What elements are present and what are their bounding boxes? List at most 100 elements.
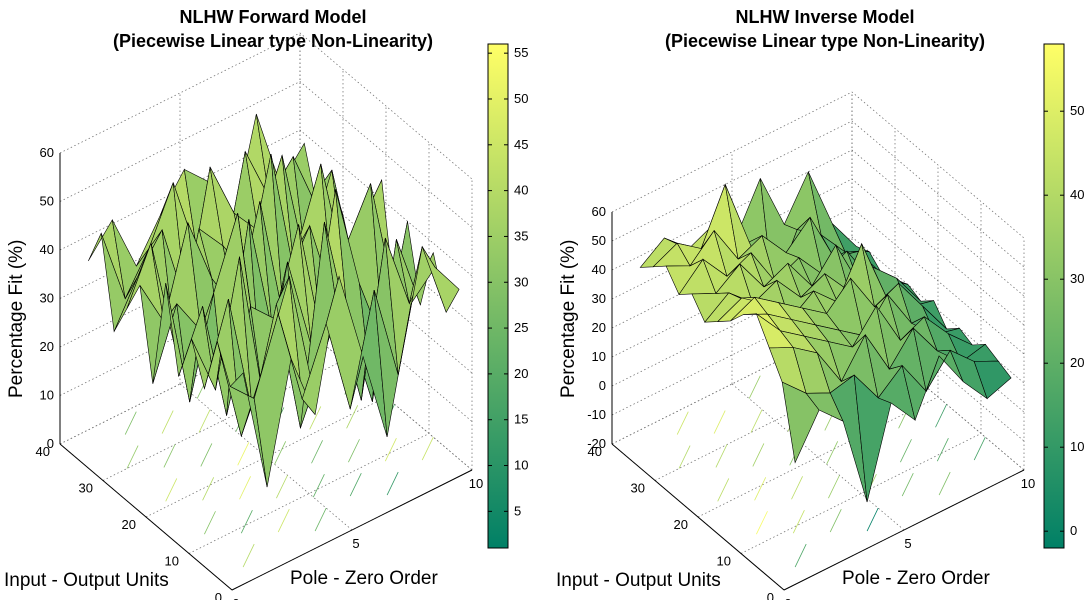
contour-line bbox=[715, 444, 728, 468]
inverse-model-panel: NLHW Inverse Model (Piecewise Linear typ… bbox=[552, 0, 1092, 600]
gridline bbox=[611, 149, 1025, 297]
contour-line bbox=[237, 442, 250, 466]
surface bbox=[639, 170, 1012, 503]
colorbar-tick-label: 50 bbox=[514, 91, 528, 106]
contour-line bbox=[938, 471, 951, 496]
forward-xaxis-label: Pole - Zero Order bbox=[290, 568, 438, 589]
z-tick-label: 30 bbox=[40, 291, 54, 306]
z-tick-label: 40 bbox=[592, 262, 606, 277]
contour-line bbox=[421, 436, 434, 461]
contour-line bbox=[936, 438, 949, 462]
contour-line bbox=[384, 438, 397, 462]
colorbar-tick-label: 20 bbox=[514, 366, 528, 381]
contour-line bbox=[973, 436, 986, 461]
contour-line bbox=[349, 472, 362, 497]
inverse-title-line2: (Piecewise Linear type Non-Linearity) bbox=[664, 31, 986, 51]
contour-line bbox=[756, 511, 768, 535]
contour-line bbox=[866, 507, 879, 532]
x-tick-label: 10 bbox=[1021, 476, 1035, 491]
colorbar: 0 10 20 30 40 50 bbox=[1043, 43, 1084, 549]
gridline bbox=[59, 81, 473, 228]
forward-title-line2: (Piecewise Linear type Non-Linearity) bbox=[112, 31, 434, 51]
gridline bbox=[188, 433, 430, 554]
colorbar-tick-label: 30 bbox=[1070, 271, 1084, 286]
forward-model-panel: NLHW Forward Model (Piecewise Linear typ… bbox=[4, 7, 528, 600]
contour-line bbox=[239, 476, 251, 500]
contour-line bbox=[752, 443, 765, 467]
contour-line bbox=[717, 478, 730, 502]
forward-surface-plot: 0102030405060010203040051051015202530354… bbox=[36, 32, 528, 600]
contour-line bbox=[386, 471, 399, 496]
y-tick-label: 20 bbox=[674, 517, 688, 532]
z-tick-label: 30 bbox=[592, 291, 606, 306]
contour-line bbox=[900, 439, 912, 463]
x-axis-line bbox=[231, 469, 473, 591]
colorbar-tick-label: 55 bbox=[514, 45, 528, 60]
contour-line bbox=[309, 406, 322, 430]
gridline bbox=[740, 433, 982, 554]
gridline bbox=[731, 383, 905, 531]
forward-title-line1: NLHW Forward Model bbox=[179, 7, 367, 27]
x-axis-line bbox=[783, 469, 1025, 591]
contour-line bbox=[826, 441, 839, 465]
contour-line bbox=[348, 439, 360, 463]
y-tick-label: 10 bbox=[717, 554, 731, 569]
contour-line bbox=[126, 445, 139, 469]
forward-zaxis-label: Percentage Fit (%) bbox=[6, 239, 27, 398]
z-tick-label: 60 bbox=[40, 145, 54, 160]
x-tick-label: 10 bbox=[469, 476, 483, 491]
contour-line bbox=[828, 475, 840, 499]
contour-line bbox=[276, 475, 288, 499]
contour-line bbox=[346, 405, 359, 429]
x-tick-label: 0 bbox=[232, 596, 239, 600]
x-tick-label: 0 bbox=[784, 596, 791, 600]
z-tick-label: -20 bbox=[587, 436, 606, 451]
contour-line bbox=[240, 510, 253, 534]
z-tick-label: 50 bbox=[592, 233, 606, 248]
contour-line bbox=[274, 441, 287, 465]
colorbar: 5 10 15 20 25 30 35 40 45 50 55 bbox=[487, 43, 528, 549]
z-tick-label: 0 bbox=[47, 436, 54, 451]
inverse-surface-plot: -20 -10 0 10 20 30 40 50 60 0 10 20 30 40 0 5 10 0 10 20 30 4… bbox=[587, 43, 1084, 600]
colorbar-tick-label: 15 bbox=[514, 412, 528, 427]
colorbar-tick-label: 5 bbox=[514, 503, 521, 518]
z-tick-label: 50 bbox=[40, 194, 54, 209]
gridline bbox=[654, 360, 896, 481]
contour-line bbox=[311, 440, 323, 464]
forward-yaxis-label: Input - Output Units bbox=[4, 570, 169, 591]
gridline bbox=[697, 396, 939, 518]
colorbar-tick-label: 10 bbox=[514, 458, 528, 473]
contour-line bbox=[314, 507, 327, 532]
z-tick-label: 60 bbox=[592, 204, 606, 219]
y-tick-label: 20 bbox=[122, 517, 136, 532]
gridline bbox=[611, 120, 1025, 268]
contour-line bbox=[200, 443, 213, 467]
contour-line bbox=[204, 511, 216, 535]
x-tick-label: 5 bbox=[352, 536, 359, 551]
inverse-yaxis-label: Input - Output Units bbox=[556, 570, 721, 591]
contour-line bbox=[161, 410, 174, 434]
y-tick-label: 40 bbox=[588, 444, 602, 459]
gridline bbox=[611, 323, 853, 445]
colorbar-tick-label: 50 bbox=[1070, 103, 1084, 118]
contour-line bbox=[165, 478, 178, 502]
surface-facet bbox=[421, 246, 460, 314]
contour-line bbox=[678, 445, 691, 469]
colorbar-tick-label: 20 bbox=[1070, 355, 1084, 370]
contour-line bbox=[163, 444, 176, 468]
colorbar-tick-label: 10 bbox=[1070, 439, 1084, 454]
z-tick-label: 0 bbox=[599, 378, 606, 393]
contour-line bbox=[312, 474, 325, 498]
tick-labels: -20 -10 0 10 20 30 40 50 60 0 10 20 30 40 0 5 10 bbox=[587, 204, 1035, 600]
colorbar-tick-label: 40 bbox=[514, 183, 528, 198]
z-tick-label: 10 bbox=[40, 388, 54, 403]
contour-line bbox=[198, 409, 211, 433]
gridline bbox=[59, 129, 473, 277]
inverse-zaxis-label: Percentage Fit (%) bbox=[558, 239, 579, 398]
inverse-xaxis-label: Pole - Zero Order bbox=[842, 568, 990, 589]
y-tick-label: 30 bbox=[631, 481, 645, 496]
surface-facet bbox=[973, 360, 1012, 400]
z-tick-label: 40 bbox=[40, 242, 54, 257]
y-tick-label: 30 bbox=[79, 481, 93, 496]
z-tick-label: 10 bbox=[592, 349, 606, 364]
